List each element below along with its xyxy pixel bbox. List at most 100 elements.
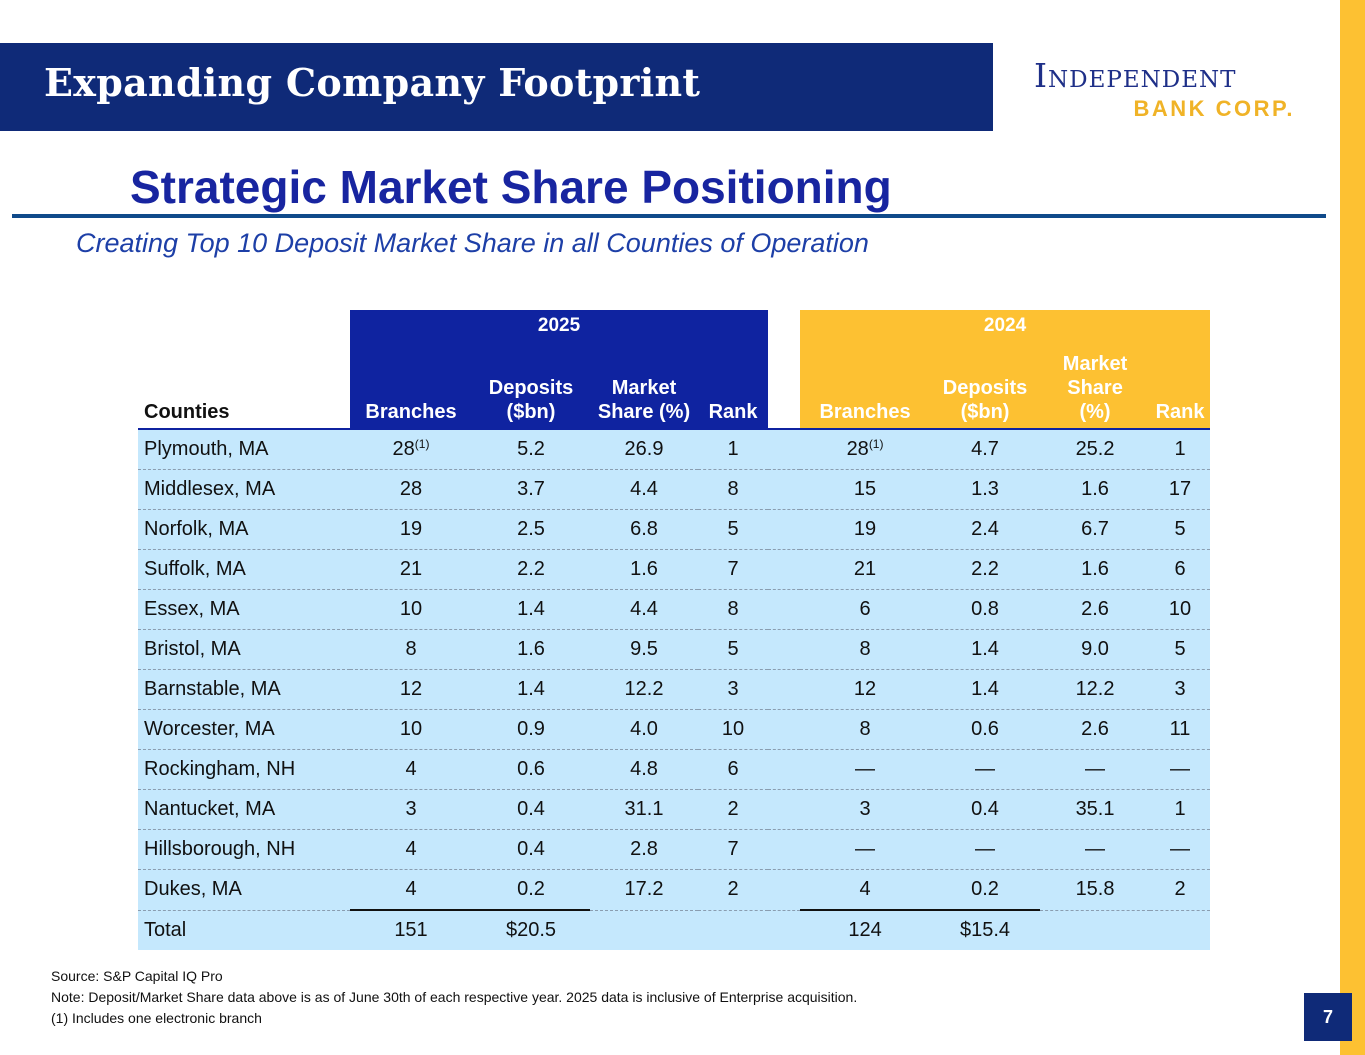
column-gap	[768, 869, 801, 911]
cell-deposits-2025: 0.2	[472, 869, 590, 911]
cell-market-share-2024: 2.6	[1040, 709, 1151, 750]
cell-county: Suffolk, MA	[138, 549, 350, 590]
cell-rank-2025: 8	[698, 469, 769, 510]
total-empty-cell	[1040, 910, 1151, 950]
col-header-market-share-2024: Market Share (%)	[1040, 342, 1151, 429]
cell-county: Plymouth, MA	[138, 429, 350, 470]
cell-rank-2025: 8	[698, 589, 769, 630]
table-body: Plymouth, MA 28(1) 5.2 26.9 1 28(1) 4.7 25.2 1 Mi…	[138, 429, 1211, 950]
cell-rank-2025: 5	[698, 629, 769, 670]
table-row: Plymouth, MA 28(1) 5.2 26.9 1 28(1) 4.7 25.2 1	[138, 429, 1211, 470]
cell-market-share-2024: 1.6	[1040, 469, 1151, 510]
heading-divider	[12, 214, 1326, 218]
cell-county: Essex, MA	[138, 589, 350, 630]
cell-branches-2025: 4	[350, 829, 472, 870]
cell-market-share-2025: 26.9	[590, 429, 698, 470]
cell-rank-2025: 3	[698, 669, 769, 710]
column-gap	[768, 829, 801, 870]
cell-branches-2025: 19	[350, 509, 472, 550]
cell-branches-2025: 3	[350, 789, 472, 830]
cell-deposits-2024: 2.2	[930, 549, 1041, 590]
slide-subtitle: Creating Top 10 Deposit Market Share in …	[76, 228, 869, 258]
cell-deposits-2025: 0.4	[472, 789, 590, 830]
company-logo-subtext: BANK CORP.	[1133, 96, 1295, 121]
cell-deposits-2024: 1.4	[930, 669, 1041, 710]
page-number: 7	[1304, 993, 1352, 1041]
cell-rank-2024: 5	[1150, 629, 1211, 670]
column-gap	[768, 310, 800, 342]
column-gap	[768, 629, 801, 670]
cell-branches-2025: 28(1)	[350, 429, 472, 470]
cell-deposits-2024: —	[930, 749, 1041, 790]
cell-county: Worcester, MA	[138, 709, 350, 750]
cell-rank-2025: 5	[698, 509, 769, 550]
source-note: Source: S&P Capital IQ Pro	[51, 968, 223, 984]
total-row: Total 151 $20.5 124 $15.4	[138, 909, 1211, 950]
col-header-branches-2025: Branches	[350, 342, 472, 429]
table-row: Nantucket, MA 3 0.4 31.1 2 3 0.4 35.1 1	[138, 789, 1211, 830]
cell-market-share-2024: —	[1040, 829, 1151, 870]
cell-deposits-2025: 0.4	[472, 829, 590, 870]
cell-rank-2024: 1	[1150, 429, 1211, 470]
total-empty-cell	[698, 910, 769, 950]
cell-branches-2024: —	[800, 749, 931, 790]
cell-market-share-2025: 4.4	[590, 469, 698, 510]
header-title: Expanding Company Footprint	[44, 60, 701, 105]
market-share-table: 2025 2024 Counties Branches Deposits ($bn…	[138, 310, 1211, 950]
cell-market-share-2025: 9.5	[590, 629, 698, 670]
cell-market-share-2025: 31.1	[590, 789, 698, 830]
slide-heading: Strategic Market Share Positioning	[130, 161, 892, 213]
table-row: Norfolk, MA 19 2.5 6.8 5 19 2.4 6.7 5	[138, 509, 1211, 550]
cell-branches-2025: 4	[350, 749, 472, 790]
cell-branches-2025: 10	[350, 709, 472, 750]
col-header-branches-2024: Branches	[800, 342, 931, 429]
cell-deposits-2025: 3.7	[472, 469, 590, 510]
cell-rank-2024: 10	[1150, 589, 1211, 630]
cell-deposits-2025: 0.9	[472, 709, 590, 750]
cell-deposits-2024: 0.2	[930, 869, 1041, 911]
footnote-electronic-branch: (1) Includes one electronic branch	[51, 1010, 262, 1026]
cell-rank-2025: 7	[698, 829, 769, 870]
cell-rank-2024: 11	[1150, 709, 1211, 750]
cell-deposits-2024: 1.4	[930, 629, 1041, 670]
cell-rank-2025: 1	[698, 429, 769, 470]
cell-rank-2024: 2	[1150, 869, 1211, 911]
cell-market-share-2025: 4.4	[590, 589, 698, 630]
column-gap	[768, 589, 801, 630]
cell-deposits-2024: 0.6	[930, 709, 1041, 750]
cell-county: Bristol, MA	[138, 629, 350, 670]
table-row: Bristol, MA 8 1.6 9.5 5 8 1.4 9.0 5	[138, 629, 1211, 670]
col-header-deposits-2024: Deposits ($bn)	[930, 342, 1041, 429]
table-row: Worcester, MA 10 0.9 4.0 10 8 0.6 2.6 11	[138, 709, 1211, 750]
cell-branches-2025: 21	[350, 549, 472, 590]
year-header-2024: 2024	[800, 310, 1211, 342]
cell-county: Middlesex, MA	[138, 469, 350, 510]
cell-branches-2024: 12	[800, 669, 931, 710]
total-empty-cell	[1150, 910, 1211, 950]
table-row: Dukes, MA 4 0.2 17.2 2 4 0.2 15.8 2	[138, 869, 1211, 911]
column-gap	[768, 342, 800, 429]
cell-rank-2025: 2	[698, 869, 769, 911]
cell-market-share-2024: —	[1040, 749, 1151, 790]
cell-market-share-2024: 35.1	[1040, 789, 1151, 830]
col-header-rank-2025: Rank	[698, 342, 769, 429]
cell-deposits-2025: 1.4	[472, 669, 590, 710]
table-row: Barnstable, MA 12 1.4 12.2 3 12 1.4 12.2 3	[138, 669, 1211, 710]
cell-deposits-2024: 0.8	[930, 589, 1041, 630]
cell-branches-2024: —	[800, 829, 931, 870]
cell-deposits-2025: 1.6	[472, 629, 590, 670]
cell-branches-2024: 28(1)	[800, 429, 931, 470]
cell-deposits-2025: 5.2	[472, 429, 590, 470]
column-gap	[768, 749, 801, 790]
table-row: Suffolk, MA 21 2.2 1.6 7 21 2.2 1.6 6	[138, 549, 1211, 590]
column-gap	[768, 709, 801, 750]
cell-market-share-2024: 9.0	[1040, 629, 1151, 670]
column-gap	[768, 789, 801, 830]
cell-branches-2025: 4	[350, 869, 472, 911]
total-deposits-2025: $20.5	[472, 909, 590, 950]
cell-rank-2025: 2	[698, 789, 769, 830]
cell-rank-2024: —	[1150, 749, 1211, 790]
cell-branches-2024: 15	[800, 469, 931, 510]
cell-market-share-2024: 15.8	[1040, 869, 1151, 911]
cell-deposits-2025: 2.5	[472, 509, 590, 550]
